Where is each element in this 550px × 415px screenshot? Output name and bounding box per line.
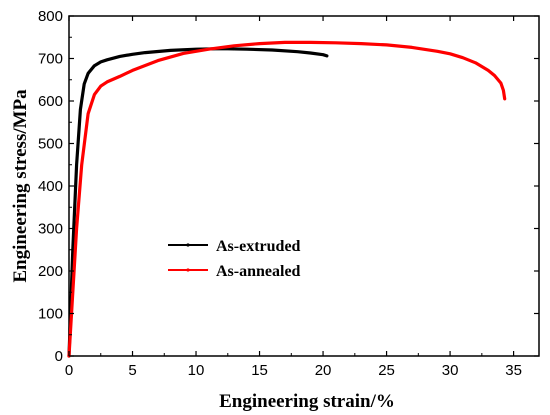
- x-tick-label: 15: [251, 362, 268, 379]
- series-line-as-extruded: [67, 47, 329, 358]
- y-tick-label: 700: [38, 51, 63, 68]
- y-axis-title: Engineering stress/MPa: [10, 89, 31, 283]
- x-axis-title: Engineering strain/%: [219, 391, 395, 412]
- y-axis-ticks: 0 100 200 300 400 500 600 700 800: [38, 8, 539, 365]
- legend: As-extruded As-annealed: [168, 238, 301, 280]
- series-line-as-annealed: [67, 40, 507, 358]
- legend-label-as-annealed: As-annealed: [216, 263, 301, 280]
- legend-item-as-annealed: As-annealed: [168, 263, 301, 280]
- x-tick-label: 35: [505, 362, 522, 379]
- y-tick-label: 0: [55, 348, 63, 365]
- y-tick-label: 300: [38, 221, 63, 238]
- x-tick-label: 30: [442, 362, 459, 379]
- x-tick-label: 20: [315, 362, 332, 379]
- x-tick-label: 0: [65, 362, 73, 379]
- x-tick-label: 25: [378, 362, 395, 379]
- y-tick-label: 800: [38, 8, 63, 25]
- legend-item-as-extruded: As-extruded: [168, 238, 301, 255]
- legend-marker-as-extruded: [186, 243, 190, 247]
- legend-marker-as-annealed: [186, 268, 190, 272]
- y-tick-label: 600: [38, 93, 63, 110]
- y-tick-label: 500: [38, 136, 63, 153]
- legend-label-as-extruded: As-extruded: [216, 238, 301, 255]
- y-tick-label: 200: [38, 263, 63, 280]
- x-tick-label: 10: [188, 362, 205, 379]
- x-axis-ticks: 0 5 10 15 20 25 30 35: [65, 16, 522, 379]
- y-tick-label: 100: [38, 306, 63, 323]
- x-tick-label: 5: [128, 362, 136, 379]
- y-tick-label: 400: [38, 178, 63, 195]
- series-layer: [67, 40, 507, 358]
